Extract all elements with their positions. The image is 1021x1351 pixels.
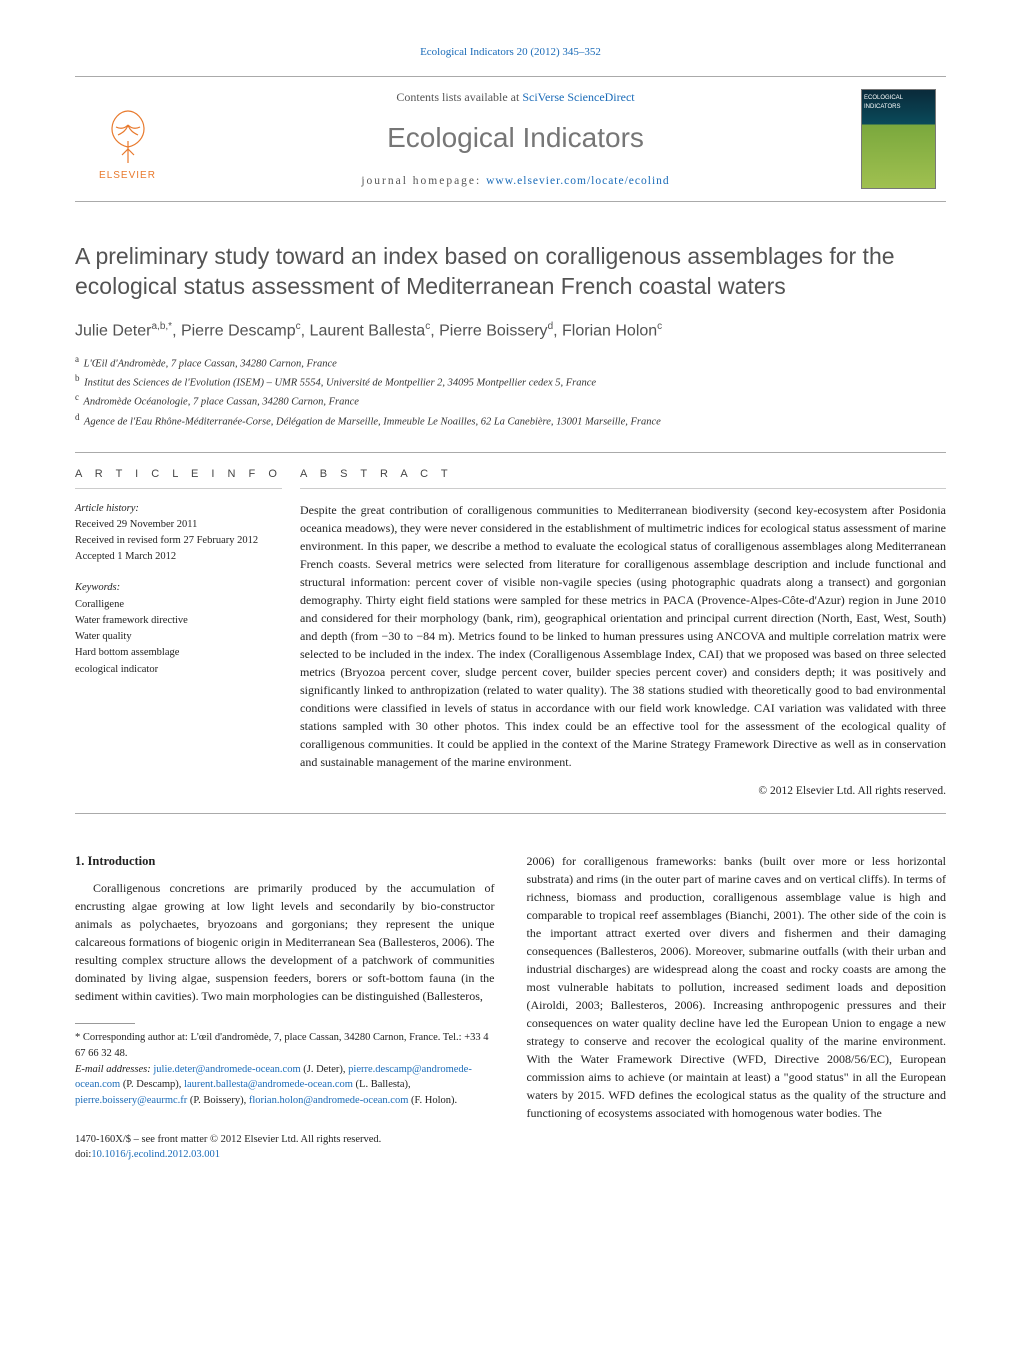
- intro-heading: 1. Introduction: [75, 852, 495, 871]
- intro-paragraph-right: 2006) for coralligenous frameworks: bank…: [527, 852, 947, 1122]
- info-abstract-row: A R T I C L E I N F O Article history: R…: [75, 452, 946, 814]
- email-owner: (P. Descamp),: [120, 1079, 184, 1090]
- article-history: Article history: Received 29 November 20…: [75, 501, 282, 564]
- email-link[interactable]: florian.holon@andromede-ocean.com: [249, 1095, 409, 1106]
- affiliation: a L'Œil d'Andromède, 7 place Cassan, 342…: [75, 353, 946, 372]
- masthead-center: Contents lists available at SciVerse Sci…: [180, 77, 851, 201]
- abstract-copyright: © 2012 Elsevier Ltd. All rights reserved…: [300, 783, 946, 799]
- contents-line: Contents lists available at SciVerse Sci…: [396, 89, 634, 106]
- email-link[interactable]: laurent.ballesta@andromede-ocean.com: [184, 1079, 353, 1090]
- keyword: Hard bottom assemblage: [75, 645, 282, 661]
- article-info-column: A R T I C L E I N F O Article history: R…: [75, 453, 300, 813]
- cover-thumb-block: ECOLOGICAL INDICATORS: [851, 77, 946, 201]
- body-columns: 1. Introduction Coralligenous concretion…: [75, 852, 946, 1162]
- email-owner: (J. Deter),: [301, 1064, 349, 1075]
- history-received: Received 29 November 2011: [75, 517, 282, 533]
- doi-block: 1470-160X/$ – see front matter © 2012 El…: [75, 1133, 495, 1162]
- email-addresses: E-mail addresses: julie.deter@andromede-…: [75, 1062, 495, 1109]
- homepage-link[interactable]: www.elsevier.com/locate/ecolind: [486, 175, 670, 187]
- email-link[interactable]: pierre.boissery@eaurmc.fr: [75, 1095, 187, 1106]
- keyword: ecological indicator: [75, 662, 282, 678]
- footnotes: * Corresponding author at: L'œil d'andro…: [75, 1030, 495, 1109]
- affiliation: c Andromède Océanologie, 7 place Cassan,…: [75, 391, 946, 410]
- sciencedirect-link[interactable]: SciVerse ScienceDirect: [522, 90, 634, 104]
- abstract-text: Despite the great contribution of corall…: [300, 501, 946, 771]
- keyword: Coralligene: [75, 597, 282, 613]
- email-label: E-mail addresses:: [75, 1064, 153, 1075]
- affiliations: a L'Œil d'Andromède, 7 place Cassan, 342…: [75, 353, 946, 430]
- keyword: Water framework directive: [75, 613, 282, 629]
- article-title: A preliminary study toward an index base…: [75, 242, 946, 302]
- journal-reference-link[interactable]: Ecological Indicators 20 (2012) 345–352: [420, 46, 601, 58]
- keyword: Water quality: [75, 629, 282, 645]
- abstract-head: A B S T R A C T: [300, 467, 946, 489]
- right-column: 2006) for coralligenous frameworks: bank…: [527, 852, 947, 1162]
- history-accepted: Accepted 1 March 2012: [75, 549, 282, 565]
- journal-reference: Ecological Indicators 20 (2012) 345–352: [75, 45, 946, 60]
- footnote-rule: [75, 1023, 135, 1024]
- front-matter-line: 1470-160X/$ – see front matter © 2012 El…: [75, 1133, 495, 1148]
- elsevier-logo: ELSEVIER: [89, 95, 167, 183]
- doi-link[interactable]: 10.1016/j.ecolind.2012.03.001: [91, 1149, 220, 1160]
- intro-paragraph-left: Coralligenous concretions are primarily …: [75, 879, 495, 1005]
- keywords-head: Keywords:: [75, 580, 282, 596]
- abstract-column: A B S T R A C T Despite the great contri…: [300, 453, 946, 813]
- article-info-head: A R T I C L E I N F O: [75, 467, 282, 489]
- author-list: Julie Detera,b,*, Pierre Descampc, Laure…: [75, 320, 946, 343]
- contents-prefix: Contents lists available at: [396, 90, 522, 104]
- doi-line: doi:10.1016/j.ecolind.2012.03.001: [75, 1148, 495, 1163]
- history-revised: Received in revised form 27 February 201…: [75, 533, 282, 549]
- email-owner: (P. Boissery),: [187, 1095, 249, 1106]
- elsevier-tree-icon: [98, 105, 158, 165]
- doi-prefix: doi:: [75, 1149, 91, 1160]
- cover-label: ECOLOGICAL INDICATORS: [864, 94, 935, 111]
- email-owner: (F. Holon).: [408, 1095, 457, 1106]
- publisher-logo-block: ELSEVIER: [75, 77, 180, 201]
- email-link[interactable]: julie.deter@andromede-ocean.com: [153, 1064, 300, 1075]
- affiliation: b Institut des Sciences de l'Evolution (…: [75, 372, 946, 391]
- history-head: Article history:: [75, 501, 282, 517]
- homepage-line: journal homepage: www.elsevier.com/locat…: [361, 173, 669, 189]
- left-column: 1. Introduction Coralligenous concretion…: [75, 852, 495, 1162]
- journal-title: Ecological Indicators: [387, 118, 644, 157]
- email-owner: (L. Ballesta),: [353, 1079, 411, 1090]
- masthead: ELSEVIER Contents lists available at Sci…: [75, 76, 946, 202]
- journal-cover-thumbnail: ECOLOGICAL INDICATORS: [861, 89, 936, 189]
- homepage-prefix: journal homepage:: [361, 175, 486, 187]
- affiliation: d Agence de l'Eau Rhône-Méditerranée-Cor…: [75, 411, 946, 430]
- elsevier-wordmark: ELSEVIER: [99, 169, 156, 183]
- keywords-block: Keywords: CoralligeneWater framework dir…: [75, 580, 282, 678]
- corresponding-author: * Corresponding author at: L'œil d'andro…: [75, 1030, 495, 1062]
